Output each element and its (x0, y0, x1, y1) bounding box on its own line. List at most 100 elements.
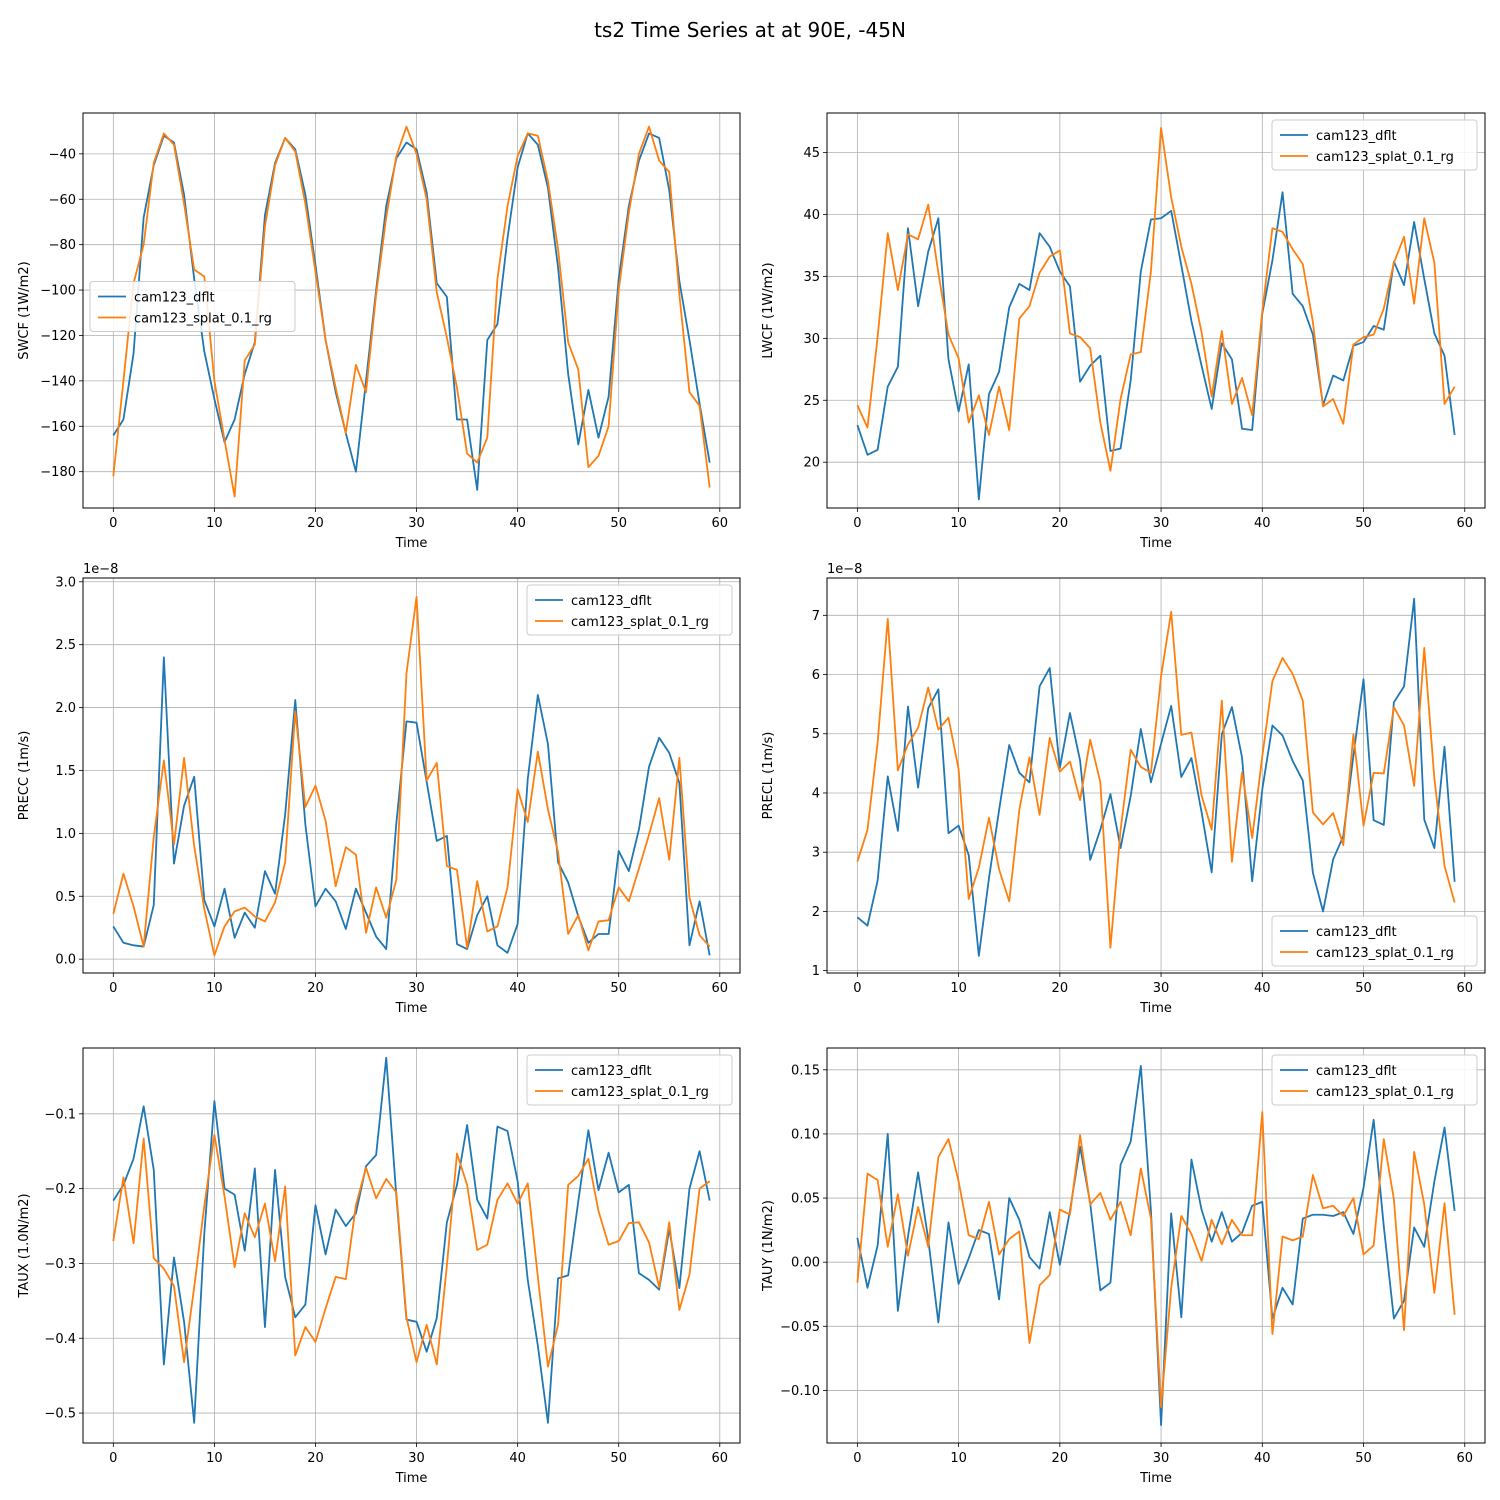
subplot-1-y-tick-label: −100 (40, 284, 76, 299)
subplot-1-x-tick-label: 50 (610, 516, 627, 531)
subplot-4-x-tick-label: 60 (1456, 981, 1473, 996)
subplot-4-y-tick-label: 3 (812, 846, 820, 861)
subplot-3-x-tick-label: 10 (206, 981, 223, 996)
subplot-1-x-axis-label: Time (395, 536, 428, 551)
subplot-2-y-tick-label: 20 (803, 456, 820, 471)
subplot-2-y-tick-label: 35 (803, 270, 820, 285)
subplot-2-legend-label: cam123_splat_0.1_rg (1316, 150, 1454, 165)
subplot-5-y-tick-label: −0.1 (44, 1107, 76, 1122)
subplot-3-y-tick-label: 2.5 (55, 638, 76, 653)
subplot-6-x-tick-label: 30 (1153, 1451, 1170, 1466)
subplot-2-legend: cam123_dflt cam123_splat_0.1_rg (1271, 119, 1478, 171)
subplot-2-series-cam123-splat-0-1-rg (856, 126, 1456, 472)
subplot-5-y-tick-label: −0.4 (44, 1332, 76, 1347)
subplot-1-y-axis-label: SWCF (1W/m2) (17, 261, 32, 359)
subplot-3-y-tick-label: 3.0 (55, 575, 76, 590)
figure-title: ts2 Time Series at at 90E, -45N (594, 18, 906, 42)
subplot-3: 0 10 20 30 40 50 60 0.0 0.5 1.0 1.5 2.0 2.5 3.0 Time PR… (17, 562, 741, 1016)
subplot-2-y-tick-label: 45 (803, 146, 820, 161)
subplot-4-y-tick-label: 6 (812, 668, 820, 683)
subplot-5: 0 10 20 30 40 50 60 −0.1 −0.2 −0.3 −0.4 −0.5 Time TAU… (17, 1047, 741, 1486)
subplot-3-legend: cam123_dflt cam123_splat_0.1_rg (526, 584, 733, 636)
subplot-6-x-tick-label: 20 (1052, 1451, 1069, 1466)
subplot-1-legend: cam123_dflt cam123_splat_0.1_rg (89, 281, 296, 332)
subplot-6-legend-box (1271, 1054, 1478, 1106)
subplot-5-y-axis-label: TAUX (1.0N/m2) (17, 1193, 32, 1298)
subplot-3-legend-label: cam123_splat_0.1_rg (571, 615, 709, 630)
subplot-6: 0 10 20 30 40 50 60 −0.10 −0.05 0.00 0.05 0.10 0.15 T… (761, 1047, 1486, 1486)
subplot-2-x-tick-label: 20 (1052, 516, 1069, 531)
subplot-6-x-tick-label: 40 (1254, 1451, 1271, 1466)
subplot-1-legend-box (89, 281, 296, 332)
subplot-1-x-tick-label: 20 (307, 516, 324, 531)
subplot-6-x-tick-label: 0 (853, 1451, 861, 1466)
subplot-1-y-tick-label: −160 (40, 420, 76, 435)
subplot-2-axes-frame (826, 112, 1486, 509)
subplot-6-x-axis-label: Time (1139, 1471, 1172, 1486)
subplot-6-x-tick-label: 60 (1456, 1451, 1473, 1466)
subplot-6-y-tick-label: −0.05 (780, 1320, 820, 1335)
subplot-1-legend-label: cam123_splat_0.1_rg (134, 312, 272, 327)
subplot-3-legend-box (526, 584, 733, 636)
subplot-3-x-tick-label: 40 (509, 981, 526, 996)
subplot-3-x-tick-label: 50 (610, 981, 627, 996)
subplot-1-x-tick-label: 10 (206, 516, 223, 531)
subplot-5-legend: cam123_dflt cam123_splat_0.1_rg (526, 1054, 733, 1106)
subplot-2-series-cam123-dflt (856, 191, 1456, 501)
subplot-6-y-axis-label: TAUY (1N/m2) (761, 1200, 776, 1292)
subplot-2-legend-box (1271, 119, 1478, 171)
subplot-1-y-tick-label: −140 (40, 374, 76, 389)
subplot-2-y-tick-label: 25 (803, 394, 820, 409)
subplot-4-y-tick-label: 7 (812, 609, 820, 624)
subplot-6-legend-label: cam123_splat_0.1_rg (1316, 1085, 1454, 1100)
subplot-2-x-axis-label: Time (1139, 536, 1172, 551)
subplot-1-series-cam123-splat-0-1-rg (112, 125, 711, 498)
subplot-2-x-tick-label: 60 (1456, 516, 1473, 531)
subplot-5-y-tick-label: −0.5 (44, 1407, 76, 1422)
subplot-3-series-cam123-splat-0-1-rg (112, 595, 711, 957)
subplot-3-y-tick-label: 0.5 (55, 890, 76, 905)
subplot-1: 0 10 20 30 40 50 60 −40 −60 −80 −100 −120 −140 −160 −1… (17, 112, 741, 551)
subplot-2-x-tick-label: 30 (1153, 516, 1170, 531)
subplot-4-legend: cam123_dflt cam123_splat_0.1_rg (1271, 915, 1478, 967)
subplot-4-legend-label: cam123_splat_0.1_rg (1316, 946, 1454, 961)
subplot-5-x-tick-label: 20 (307, 1451, 324, 1466)
subplot-3-y-tick-label: 0.0 (55, 953, 76, 968)
subplot-1-legend-label: cam123_dflt (134, 291, 215, 306)
subplot-4-legend-label: cam123_dflt (1316, 925, 1397, 940)
subplot-1-y-tick-label: −60 (49, 193, 76, 208)
subplot-3-offset-text: 1e−8 (83, 562, 118, 577)
subplot-3-x-tick-label: 0 (109, 981, 117, 996)
subplot-2-y-axis-label: LWCF (1W/m2) (761, 262, 776, 358)
subplot-6-y-tick-label: 0.15 (791, 1063, 820, 1078)
subplot-2-y-tick-label: 40 (803, 208, 820, 223)
subplot-6-y-tick-label: 0.00 (791, 1256, 820, 1271)
subplot-4-x-tick-label: 30 (1153, 981, 1170, 996)
subplot-5-x-tick-label: 30 (408, 1451, 425, 1466)
subplot-2-y-tick-label: 30 (803, 332, 820, 347)
subplot-4-x-tick-label: 20 (1052, 981, 1069, 996)
subplot-6-legend: cam123_dflt cam123_splat_0.1_rg (1271, 1054, 1478, 1106)
subplot-5-x-tick-label: 60 (712, 1451, 729, 1466)
subplot-4: 0 10 20 30 40 50 60 1 2 3 4 5 6 7 Time PRECL (1m/s) 1e−8… (761, 562, 1486, 1016)
subplot-5-legend-box (526, 1054, 733, 1106)
subplot-5-series-cam123-splat-0-1-rg (112, 1133, 711, 1368)
subplot-1-y-tick-label: −40 (49, 147, 76, 162)
subplot-2-x-tick-label: 0 (853, 516, 861, 531)
subplot-1-x-tick-label: 30 (408, 516, 425, 531)
subplot-4-series-cam123-splat-0-1-rg (856, 610, 1456, 949)
subplot-1-x-tick-label: 0 (109, 516, 117, 531)
subplot-2-legend-label: cam123_dflt (1316, 129, 1397, 144)
subplot-1-axes-frame (82, 112, 741, 509)
subplot-3-x-tick-label: 20 (307, 981, 324, 996)
subplot-4-x-tick-label: 40 (1254, 981, 1271, 996)
subplot-6-x-tick-label: 50 (1355, 1451, 1372, 1466)
subplot-4-x-axis-label: Time (1139, 1001, 1172, 1016)
subplot-1-x-tick-label: 40 (509, 516, 526, 531)
subplot-3-series-cam123-dflt (112, 656, 711, 956)
subplot-6-series-cam123-splat-0-1-rg (856, 1111, 1456, 1408)
subplot-6-y-tick-label: 0.05 (791, 1192, 820, 1207)
subplot-1-series-cam123-dflt (112, 132, 711, 491)
